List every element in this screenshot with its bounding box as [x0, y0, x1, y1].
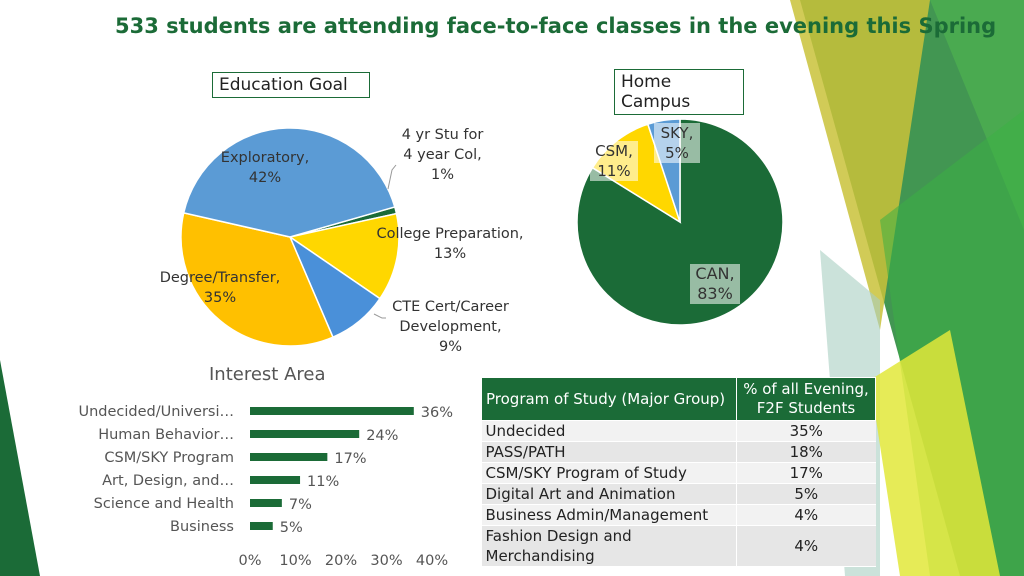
- bar: [250, 407, 414, 415]
- x-tick-label: 0%: [238, 553, 261, 569]
- category-label: CSM/SKY Program: [104, 450, 234, 466]
- category-label: Human Behavior…: [98, 427, 234, 443]
- table-header-percent: % of all Evening, F2F Students: [736, 377, 876, 421]
- data-label: 11%: [307, 474, 339, 490]
- category-label: Science and Health: [94, 496, 234, 512]
- slice-label-college-prep: College Preparation, 13%: [376, 226, 524, 262]
- data-label: 17%: [334, 451, 366, 467]
- table-row: Business Admin/Management 4%: [481, 504, 876, 526]
- data-label: 7%: [289, 497, 312, 513]
- x-tick-label: 10%: [279, 553, 311, 569]
- slice-label-cte: CTE Cert/Career Development, 9%: [392, 299, 509, 355]
- data-label: 36%: [421, 405, 453, 421]
- pie-slice-degree-transfer: [180, 211, 334, 347]
- bar: [250, 430, 360, 438]
- category-label: Undecided/Universi…: [78, 404, 234, 420]
- x-tick-label: 40%: [416, 553, 448, 569]
- right-gold-shape: [790, 0, 930, 330]
- slice-label-can: CAN, 83%: [690, 264, 740, 304]
- category-label: Art, Design, and…: [102, 473, 234, 489]
- data-label: 5%: [280, 520, 303, 536]
- table-row: Undecided 35%: [481, 420, 876, 442]
- slice-label-4yr: 4 yr Stu for 4 year Col, 1%: [401, 127, 484, 183]
- program-table: Program of Study (Major Group) % of all …: [481, 377, 876, 567]
- bar: [250, 499, 282, 507]
- table-row: Digital Art and Animation 5%: [481, 483, 876, 505]
- table-header-program: Program of Study (Major Group): [481, 377, 737, 421]
- x-tick-label: 20%: [325, 553, 357, 569]
- bar: [250, 522, 273, 530]
- page-title: 533 students are attending face-to-face …: [115, 14, 997, 38]
- leader-line-4yr: [387, 164, 397, 190]
- x-tick-label: 30%: [370, 553, 402, 569]
- slice-label-sky: SKY, 5%: [654, 123, 700, 163]
- category-label: Business: [170, 519, 234, 535]
- table-row: CSM/SKY Program of Study 17%: [481, 462, 876, 484]
- bar: [250, 453, 328, 461]
- data-label: 24%: [366, 428, 398, 444]
- leader-line-cte: [373, 313, 386, 319]
- interest-area-title: Interest Area: [209, 364, 326, 385]
- pie-slice-college-preparation: [288, 212, 400, 300]
- education-goal-label: Education Goal: [212, 72, 370, 98]
- table-row: Fashion Design and Merchandising 4%: [481, 525, 876, 567]
- table-row: PASS/PATH 18%: [481, 441, 876, 463]
- right-yellow-shape: [870, 330, 1000, 576]
- bar: [250, 476, 301, 484]
- slice-label-csm: CSM, 11%: [590, 141, 638, 181]
- slice-label-exploratory: Exploratory, 42%: [220, 150, 310, 186]
- home-campus-label: Home Campus: [614, 69, 744, 115]
- pie-slice-exploratory: [182, 127, 396, 238]
- slice-label-degree-transfer: Degree/Transfer, 35%: [159, 270, 281, 306]
- left-corner-shape: [0, 360, 40, 576]
